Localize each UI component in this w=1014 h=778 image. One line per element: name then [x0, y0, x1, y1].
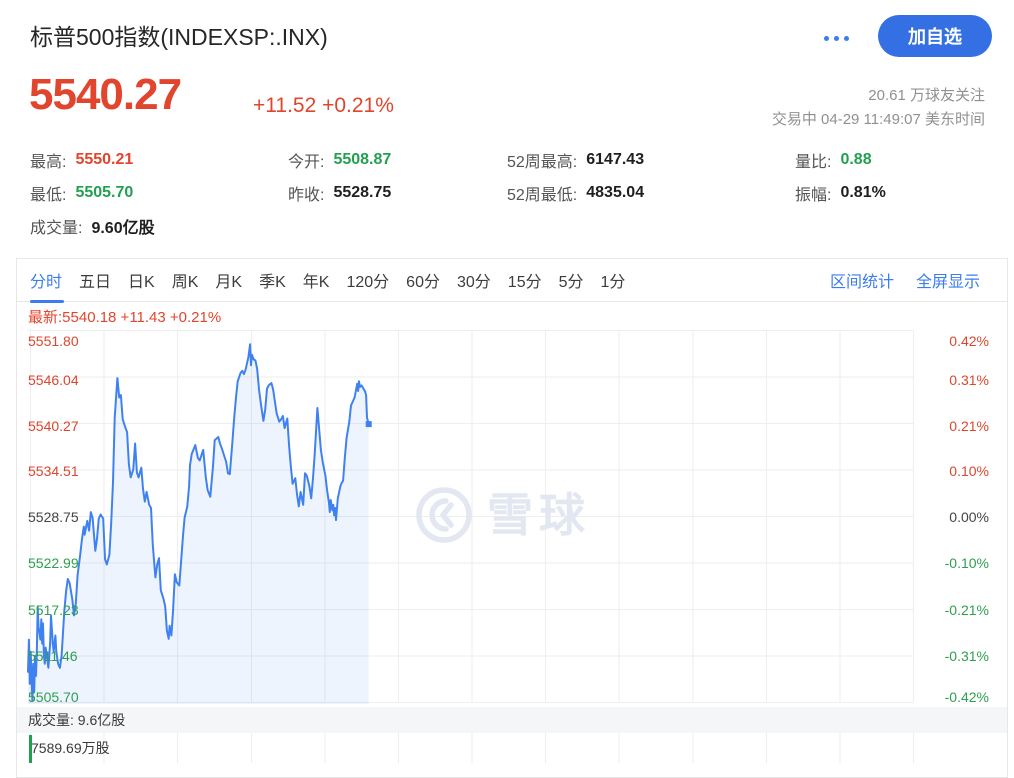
y-axis-price-label: 5540.27: [28, 418, 79, 434]
stat-52w-low: 52周最低: 4835.04: [507, 183, 645, 204]
current-price: 5540.27: [29, 70, 182, 119]
tab-120min[interactable]: 120分: [346, 274, 390, 291]
followers-count: 20.61 万球友关注: [868, 87, 985, 104]
tab-minute[interactable]: 分时: [30, 268, 65, 303]
volume-gridlines: [30, 733, 914, 763]
y-axis-price-label: 5522.99: [28, 555, 79, 571]
stat-amplitude: 振幅: 0.81%: [795, 183, 886, 204]
chart-period-tabs: 分时 五日 日K 周K 月K 季K 年K 120分 60分 30分 15分 5分…: [17, 259, 1007, 303]
tab-15min[interactable]: 15分: [507, 274, 542, 291]
more-options-icon[interactable]: [820, 32, 853, 45]
chart-panel: 分时 五日 日K 周K 月K 季K 年K 120分 60分 30分 15分 5分…: [16, 258, 1008, 778]
tab-60min[interactable]: 60分: [406, 274, 440, 291]
range-stats-link[interactable]: 区间统计: [829, 274, 894, 291]
stat-volume: 成交量: 9.60亿股: [30, 219, 155, 237]
watermark-text: 雪球: [487, 489, 591, 541]
y-axis-price-label: 5551.80: [28, 333, 79, 349]
latest-point-marker: [365, 421, 372, 428]
stat-high: 最高: 5550.21: [30, 150, 134, 171]
xueqiu-logo-icon: [416, 487, 472, 543]
xueqiu-watermark: 雪球: [415, 486, 591, 544]
y-axis-price-label: 5517.23: [28, 602, 79, 618]
y-axis-percent-label: -0.10%: [944, 555, 989, 571]
tab-quarterly-k[interactable]: 季K: [259, 274, 286, 291]
volume-chart-canvas: [29, 733, 914, 763]
tab-monthly-k[interactable]: 月K: [215, 274, 243, 291]
stat-prev-close: 昨收: 5528.75: [288, 183, 392, 204]
tab-30min[interactable]: 30分: [456, 274, 491, 291]
tab-1min[interactable]: 1分: [600, 274, 626, 291]
y-axis-percent-label: -0.21%: [944, 602, 989, 618]
y-axis-price-label: 5511.46: [28, 648, 78, 664]
volume-scale-label: 7589.69万股: [31, 740, 110, 756]
y-axis-percent-label: -0.42%: [944, 689, 989, 705]
stat-open: 今开: 5508.87: [288, 150, 392, 171]
page-title: 标普500指数(INDEXSP:.INX): [30, 24, 328, 50]
latest-quote-label: 最新:5540.18 +11.43 +0.21%: [28, 309, 222, 326]
y-axis-price-label: 5546.04: [28, 372, 79, 388]
volume-chart[interactable]: 7589.69万股: [17, 733, 1007, 763]
y-axis-price-label: 5528.75: [28, 509, 79, 525]
price-change: +11.52 +0.21%: [253, 94, 394, 117]
tab-yearly-k[interactable]: 年K: [302, 274, 330, 291]
volume-header-label: 成交量: 9.6亿股: [28, 712, 126, 728]
add-watchlist-button[interactable]: 加自选: [878, 15, 992, 57]
y-axis-price-label: 5505.70: [28, 689, 79, 705]
volume-bar: [29, 735, 32, 763]
volume-section-header: 成交量: 9.6亿股: [17, 707, 1007, 733]
price-line: [27, 343, 370, 702]
stat-low: 最低: 5505.70: [30, 183, 134, 204]
y-axis-percent-label: 0.31%: [949, 372, 989, 388]
tab-weekly-k[interactable]: 周K: [171, 274, 199, 291]
session-status: 交易中 04-29 11:49:07 美东时间: [771, 111, 985, 128]
price-chart[interactable]: 最新:5540.18 +11.43 +0.21% 雪球 5551.80 5546…: [17, 302, 1007, 707]
stat-52w-high: 52周最高: 6147.43: [507, 150, 645, 171]
y-axis-percent-label: 0.21%: [949, 418, 989, 434]
y-axis-percent-label: -0.31%: [944, 648, 989, 664]
tab-daily-k[interactable]: 日K: [128, 274, 155, 291]
quote-stats: 最高: 5550.21 今开: 5508.87 52周最高: 6147.43 量比: 0…: [30, 143, 985, 242]
y-axis-percent-label: 0.00%: [949, 509, 989, 525]
stock-quote-page: { "colors":{"up_red":"#e2452d","down_gre…: [16, 15, 1008, 778]
tab-5min[interactable]: 5分: [558, 274, 584, 291]
stat-volume-ratio: 量比: 0.88: [795, 150, 872, 171]
y-axis-percent-label: 0.10%: [949, 463, 989, 479]
price-area-fill: [28, 344, 369, 704]
y-axis-percent-label: 0.42%: [949, 333, 989, 349]
y-axis-price-label: 5534.51: [28, 463, 79, 479]
fullscreen-link[interactable]: 全屏显示: [915, 274, 980, 291]
tab-5day[interactable]: 五日: [79, 274, 112, 291]
